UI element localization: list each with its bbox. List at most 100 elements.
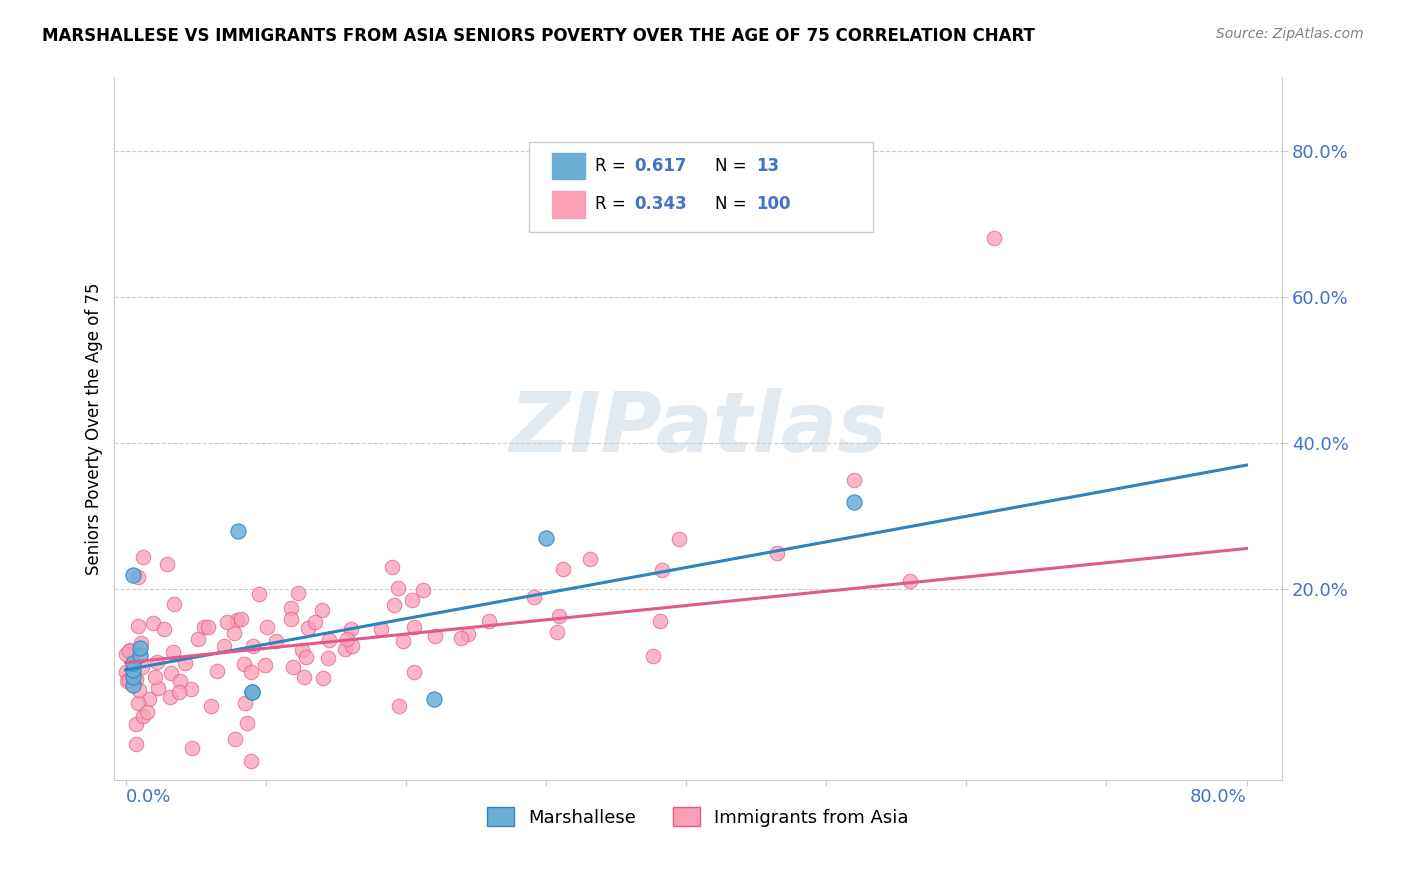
Point	[138, 692, 160, 706]
Point	[292, 670, 315, 684]
Point	[247, 587, 270, 601]
Text: MARSHALLESE VS IMMIGRANTS FROM ASIA SENIORS POVERTY OVER THE AGE OF 75 CORRELATI: MARSHALLESE VS IMMIGRANTS FROM ASIA SENI…	[42, 27, 1035, 45]
Point	[291, 643, 314, 657]
Point	[127, 619, 149, 633]
Point	[118, 673, 141, 687]
Point	[401, 593, 423, 607]
Point	[115, 674, 138, 689]
Point	[983, 231, 1005, 245]
Point	[641, 648, 664, 663]
Point	[200, 698, 222, 713]
Point	[187, 632, 209, 646]
Point	[370, 622, 392, 636]
Point	[146, 655, 169, 669]
Point	[162, 645, 184, 659]
Point	[240, 685, 263, 699]
Text: 100: 100	[756, 194, 790, 213]
Point	[523, 590, 546, 604]
Point	[551, 562, 574, 576]
Text: 0.343: 0.343	[634, 194, 686, 213]
Point	[236, 715, 259, 730]
Point	[240, 685, 263, 699]
Point	[127, 696, 149, 710]
Point	[239, 665, 262, 679]
FancyBboxPatch shape	[529, 142, 873, 232]
Point	[127, 570, 149, 584]
Point	[304, 615, 326, 630]
Point	[844, 494, 866, 508]
Point	[297, 621, 319, 635]
Point	[224, 625, 246, 640]
Point	[174, 656, 197, 670]
Point	[167, 685, 190, 699]
Point	[381, 559, 404, 574]
Point	[648, 614, 671, 628]
Point	[333, 642, 356, 657]
Point	[128, 640, 150, 655]
Point	[193, 620, 215, 634]
Point	[423, 692, 446, 706]
Point	[392, 633, 415, 648]
Point	[233, 657, 256, 671]
Point	[156, 557, 179, 571]
Point	[668, 532, 690, 546]
Point	[163, 597, 186, 611]
Point	[136, 705, 159, 719]
Point	[180, 681, 202, 696]
Text: ZIPatlas: ZIPatlas	[509, 388, 887, 469]
Point	[224, 732, 246, 747]
Point	[316, 650, 339, 665]
Point	[229, 612, 252, 626]
Point	[651, 563, 673, 577]
Legend: Marshallese, Immigrants from Asia: Marshallese, Immigrants from Asia	[479, 800, 915, 834]
Point	[387, 699, 409, 714]
Point	[402, 620, 425, 634]
Point	[336, 632, 359, 646]
Point	[160, 665, 183, 680]
Text: 0.0%: 0.0%	[125, 789, 172, 806]
Point	[118, 643, 141, 657]
Point	[387, 581, 409, 595]
Point	[121, 663, 143, 677]
Point	[142, 615, 165, 630]
Point	[423, 629, 446, 643]
Point	[404, 665, 426, 680]
Point	[546, 624, 568, 639]
Text: 13: 13	[756, 157, 779, 175]
Point	[280, 600, 302, 615]
Text: 0.617: 0.617	[634, 157, 686, 175]
Point	[281, 659, 304, 673]
Point	[239, 754, 262, 768]
Text: R =: R =	[595, 194, 631, 213]
Point	[340, 640, 363, 654]
Point	[125, 737, 148, 751]
Point	[412, 582, 434, 597]
Point	[121, 677, 143, 691]
Point	[205, 665, 228, 679]
Point	[115, 648, 138, 662]
Point	[457, 626, 479, 640]
Point	[242, 640, 264, 654]
Point	[197, 620, 219, 634]
Point	[225, 613, 247, 627]
Point	[311, 603, 333, 617]
Point	[548, 609, 571, 624]
Bar	[553, 153, 585, 179]
Point	[131, 709, 153, 723]
Text: N =: N =	[716, 194, 752, 213]
Point	[131, 549, 153, 564]
Point	[312, 671, 335, 685]
Point	[121, 567, 143, 582]
Point	[125, 717, 148, 731]
Point	[256, 620, 278, 634]
Point	[287, 586, 309, 600]
Point	[180, 741, 202, 756]
Point	[264, 633, 287, 648]
Point	[384, 598, 406, 612]
Point	[129, 636, 152, 650]
Point	[128, 648, 150, 663]
Text: N =: N =	[716, 157, 752, 175]
Y-axis label: Seniors Poverty Over the Age of 75: Seniors Poverty Over the Age of 75	[86, 282, 103, 574]
Point	[478, 614, 501, 628]
Point	[579, 551, 602, 566]
